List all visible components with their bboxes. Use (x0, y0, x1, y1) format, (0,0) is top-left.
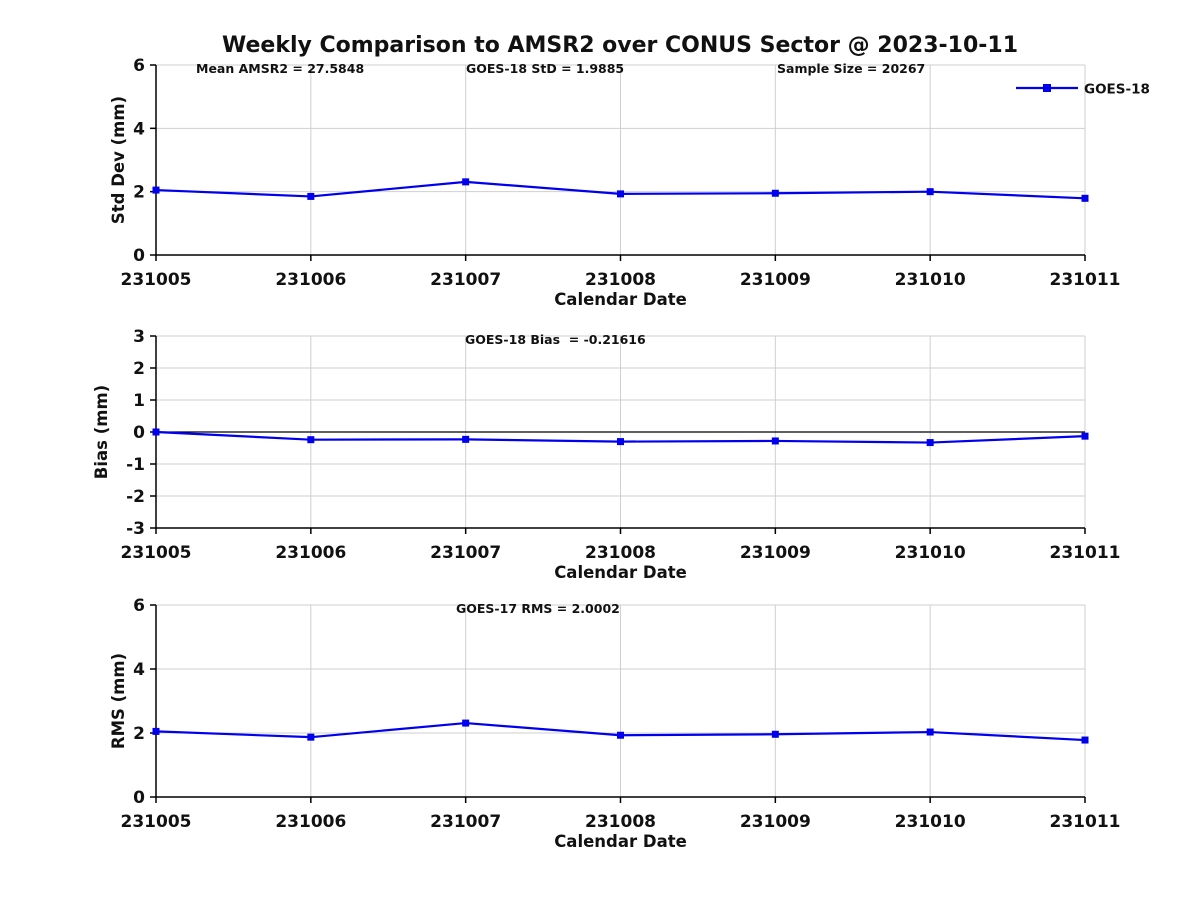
y-axis-title: Bias (mm) (92, 385, 111, 479)
y-tick-label: 1 (133, 391, 145, 411)
annotation-bias-0: GOES-18 Bias = -0.21616 (465, 332, 646, 347)
subplot-rms: 231005 231006 231007 231008 231009 231010 2310… (109, 596, 1120, 851)
data-point-marker (152, 727, 160, 735)
data-point-marker (1081, 736, 1089, 744)
y-tick-label: 4 (133, 119, 145, 139)
data-point-marker (307, 192, 315, 200)
x-axis-title: Calendar Date (554, 832, 687, 851)
x-axis-title: Calendar Date (554, 563, 687, 582)
annotation-std-dev-2: Sample Size = 20267 (777, 61, 925, 76)
legend-label: GOES-18 (1084, 82, 1150, 98)
y-tick-label: 0 (133, 423, 145, 443)
annotation-rms-0: GOES-17 RMS = 2.0002 (456, 601, 620, 616)
data-point-marker (926, 188, 934, 196)
x-tick-label: 231008 (585, 270, 656, 290)
x-tick-label: 231008 (585, 812, 656, 832)
y-axis-title: Std Dev (mm) (109, 96, 128, 224)
data-point-marker (926, 439, 934, 447)
x-tick-label: 231006 (275, 812, 346, 832)
x-tick-label: 231006 (275, 543, 346, 563)
x-tick-label: 231005 (121, 270, 192, 290)
x-tick-label: 231010 (895, 270, 966, 290)
y-tick-label: 6 (133, 56, 145, 76)
legend: GOES-18 (1016, 82, 1150, 98)
annotation-std-dev-0: Mean AMSR2 = 27.5848 (196, 61, 364, 76)
x-tick-label: 231007 (430, 543, 501, 563)
legend-marker-icon (1043, 84, 1051, 92)
y-tick-label: 2 (133, 183, 145, 203)
x-tick-label: 231009 (740, 270, 811, 290)
data-point-marker (152, 428, 160, 436)
data-point-marker (307, 733, 315, 741)
y-tick-label: -2 (126, 487, 145, 507)
x-tick-label: 231009 (740, 543, 811, 563)
y-tick-label: 0 (133, 788, 145, 808)
x-tick-label: 231010 (895, 543, 966, 563)
x-tick-label: 231011 (1050, 270, 1121, 290)
data-point-marker (1081, 432, 1089, 440)
data-point-marker (152, 186, 160, 194)
rms-series-markers (152, 719, 1089, 744)
subplot-std-dev: 231005 231006 231007 231008 231009 231010 2310… (109, 56, 1150, 309)
x-tick-label: 231011 (1050, 812, 1121, 832)
data-point-marker (771, 730, 779, 738)
y-tick-label: 2 (133, 724, 145, 744)
data-point-marker (771, 189, 779, 197)
y-tick-label: 4 (133, 660, 145, 680)
x-tick-label: 231008 (585, 543, 656, 563)
y-axis-title: RMS (mm) (109, 653, 128, 749)
y-tick-label: -1 (126, 455, 145, 475)
x-tick-label: 231010 (895, 812, 966, 832)
data-point-marker (617, 438, 624, 446)
bias-series-markers (152, 428, 1089, 447)
data-point-marker (617, 731, 624, 739)
std-dev-series-markers (152, 178, 1089, 202)
data-point-marker (307, 436, 315, 444)
x-tick-label: 231006 (275, 270, 346, 290)
figure-title: Weekly Comparison to AMSR2 over CONUS Se… (222, 33, 1018, 58)
x-tick-label: 231011 (1050, 543, 1121, 563)
x-axis-title: Calendar Date (554, 290, 687, 309)
x-tick-label: 231007 (430, 812, 501, 832)
data-point-marker (462, 178, 470, 186)
x-tick-label: 231009 (740, 812, 811, 832)
y-tick-label: 0 (133, 246, 145, 266)
data-point-marker (771, 437, 779, 445)
y-tick-label: -3 (126, 519, 145, 539)
data-point-marker (462, 719, 470, 727)
x-tick-label: 231005 (121, 812, 192, 832)
y-tick-label: 2 (133, 359, 145, 379)
x-tick-label: 231007 (430, 270, 501, 290)
annotation-std-dev-1: GOES-18 StD = 1.9885 (466, 61, 624, 76)
y-tick-label: 3 (133, 327, 145, 347)
x-tick-label: 231005 (121, 543, 192, 563)
subplot-bias: 231005 231006 231007 231008 231009 231010 2310… (92, 327, 1120, 582)
data-point-marker (1081, 194, 1089, 202)
y-tick-label: 6 (133, 596, 145, 616)
data-point-marker (462, 435, 470, 443)
data-point-marker (617, 190, 624, 198)
data-point-marker (926, 728, 934, 736)
